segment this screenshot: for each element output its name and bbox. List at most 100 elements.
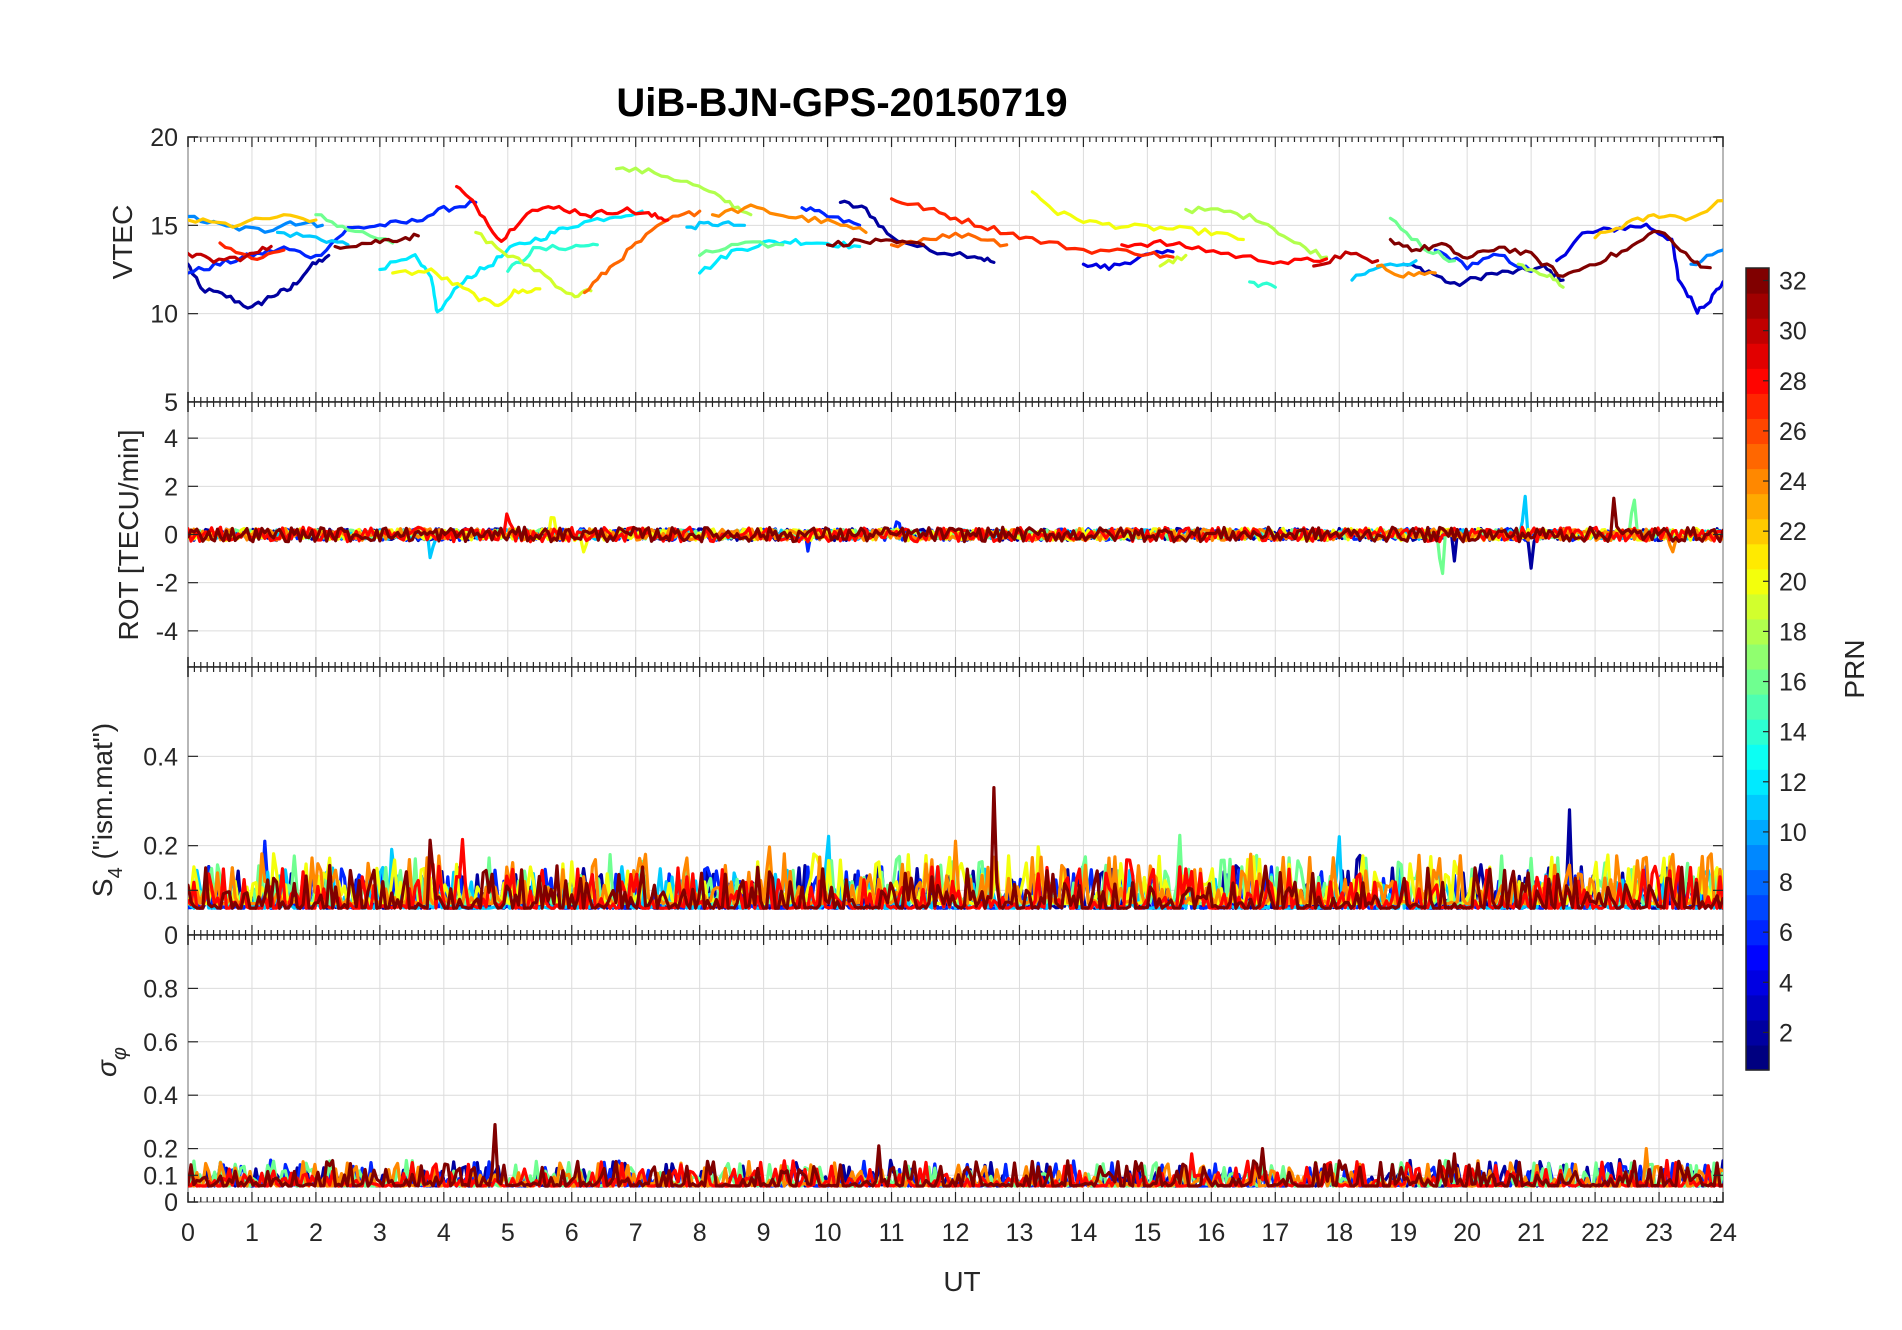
x-tick-label: 17 — [1261, 1219, 1289, 1247]
panel-rot: -4 -2 0 2 4 ROT [TECU/min] — [113, 401, 1724, 668]
prn-9-line — [1689, 248, 1723, 267]
x-tick-label: 15 — [1133, 1219, 1161, 1247]
prn-32-line — [826, 237, 926, 248]
prn-28-line — [455, 184, 670, 243]
prn-20-line — [391, 267, 542, 308]
panel-vtec: 5 10 15 20 VTEC — [107, 124, 1724, 417]
colorbar-block-prn-5 — [1746, 944, 1769, 971]
colorbar-block-prn-11 — [1746, 794, 1769, 820]
rot-series — [188, 494, 1723, 576]
sigma_phi-ytick-label: 0.1 — [143, 1162, 178, 1190]
x-tick-label: 3 — [373, 1219, 387, 1247]
panel-sigma-phi: 00.10.20.40.60.8 σφ — [91, 934, 1724, 1217]
colorbar-tick-label: 2 — [1779, 1019, 1793, 1047]
colorbar-tick-label: 22 — [1779, 518, 1807, 546]
x-tick-label: 18 — [1325, 1219, 1353, 1247]
colorbar-block-prn-13 — [1746, 744, 1769, 770]
x-tick-label: 9 — [757, 1219, 771, 1247]
colorbar-block-prn-15 — [1746, 694, 1769, 720]
colorbar-tick-label: 16 — [1779, 669, 1807, 697]
prn-32-line — [1388, 229, 1712, 278]
prn-12-line — [378, 209, 644, 314]
x-tick-label: 12 — [942, 1219, 970, 1247]
colorbar-tick-label: 28 — [1779, 368, 1807, 396]
s4-ytick-label: 0 — [164, 922, 178, 950]
prn-32-line — [188, 786, 1723, 910]
prn-6-line — [188, 199, 478, 275]
colorbar-block-prn-6 — [1746, 919, 1769, 946]
vtec-ytick-label: 15 — [150, 212, 178, 240]
colorbar-tick-label: 8 — [1779, 869, 1793, 897]
x-tick-label: 11 — [879, 1219, 905, 1247]
prn-30-line — [188, 244, 273, 264]
x-tick-label: 1 — [245, 1219, 259, 1247]
x-tick-label: 16 — [1197, 1219, 1225, 1247]
x-axis-label: UT — [943, 1266, 980, 1297]
rot-ytick-label: -2 — [156, 570, 178, 598]
prn-25-line — [582, 209, 702, 295]
colorbar-block-prn-9 — [1746, 844, 1769, 871]
colorbar-block-prn-1 — [1746, 1044, 1769, 1071]
x-tick-label: 4 — [437, 1219, 451, 1247]
prn-11-line — [275, 230, 350, 247]
x-tick-label: 13 — [1006, 1219, 1034, 1247]
colorbar-block-prn-23 — [1746, 493, 1769, 520]
colorbar-tick-label: 30 — [1779, 318, 1807, 346]
colorbar-block-prn-8 — [1746, 869, 1769, 896]
colorbar-block-prn-2 — [1746, 1019, 1769, 1046]
prn-2-line — [838, 199, 996, 264]
colorbar-tick-label: 26 — [1779, 418, 1807, 446]
colorbar-block-prn-32 — [1746, 268, 1769, 294]
colorbar-tick-label: 4 — [1779, 969, 1793, 997]
prn-19-line — [1158, 253, 1188, 268]
s4-subscript: 4 — [105, 867, 127, 878]
x-tick-label: 20 — [1453, 1219, 1481, 1247]
s4-ytick-label: 0.4 — [143, 743, 178, 771]
vtec-series — [188, 166, 1723, 315]
sigma_phi-ytick-label: 0.8 — [143, 975, 178, 1003]
colorbar-block-prn-20 — [1746, 568, 1769, 595]
colorbar-block-prn-19 — [1746, 593, 1769, 620]
prn-2-line — [188, 253, 331, 310]
prn-22-line — [188, 213, 318, 229]
prn-22-line — [1593, 199, 1723, 240]
colorbar-block-prn-27 — [1746, 393, 1769, 419]
prn-14-line — [1248, 280, 1277, 289]
s4-series — [188, 786, 1723, 910]
colorbar-tick-label: 18 — [1779, 618, 1807, 646]
x-tick-label: 24 — [1709, 1219, 1737, 1247]
colorbar-block-prn-25 — [1746, 443, 1769, 470]
vtec-ytick-label: 20 — [150, 124, 178, 152]
colorbar-block-prn-17 — [1746, 643, 1769, 670]
x-tick-label: 23 — [1645, 1219, 1673, 1247]
prn-18-line — [1184, 205, 1329, 260]
prn-24-line — [710, 203, 868, 234]
x-tick-label: 22 — [1581, 1219, 1609, 1247]
colorbar-tick-label: 24 — [1779, 468, 1807, 496]
rot-ytick-label: -4 — [156, 618, 178, 646]
colorbar-tick-label: 10 — [1779, 819, 1807, 847]
colorbar-tick-label: 14 — [1779, 719, 1807, 747]
x-tick-label: 5 — [501, 1219, 515, 1247]
prn-19-line — [474, 230, 593, 299]
sigma_phi-ytick-label: 0.4 — [143, 1082, 178, 1110]
colorbar-block-prn-7 — [1746, 894, 1769, 921]
prn-4-line — [1081, 248, 1175, 271]
colorbar-block-prn-3 — [1746, 994, 1769, 1021]
vtec-ylabel: VTEC — [107, 205, 138, 280]
x-tick-label: 8 — [693, 1219, 707, 1247]
rot-ytick-label: 4 — [164, 425, 178, 453]
prn-27-line — [889, 197, 1175, 259]
colorbar-block-prn-29 — [1746, 343, 1769, 369]
x-tick-label: 21 — [1517, 1219, 1545, 1247]
colorbar-block-prn-4 — [1746, 969, 1769, 996]
prn-30-line — [1312, 250, 1380, 268]
colorbar-block-prn-12 — [1746, 769, 1769, 795]
colorbar-blocks — [1746, 268, 1769, 1071]
prn-11-line — [685, 220, 746, 231]
panel-s4: 00.10.20.4 S4 ("ism.mat") — [87, 666, 1724, 950]
colorbar-block-prn-18 — [1746, 618, 1769, 645]
